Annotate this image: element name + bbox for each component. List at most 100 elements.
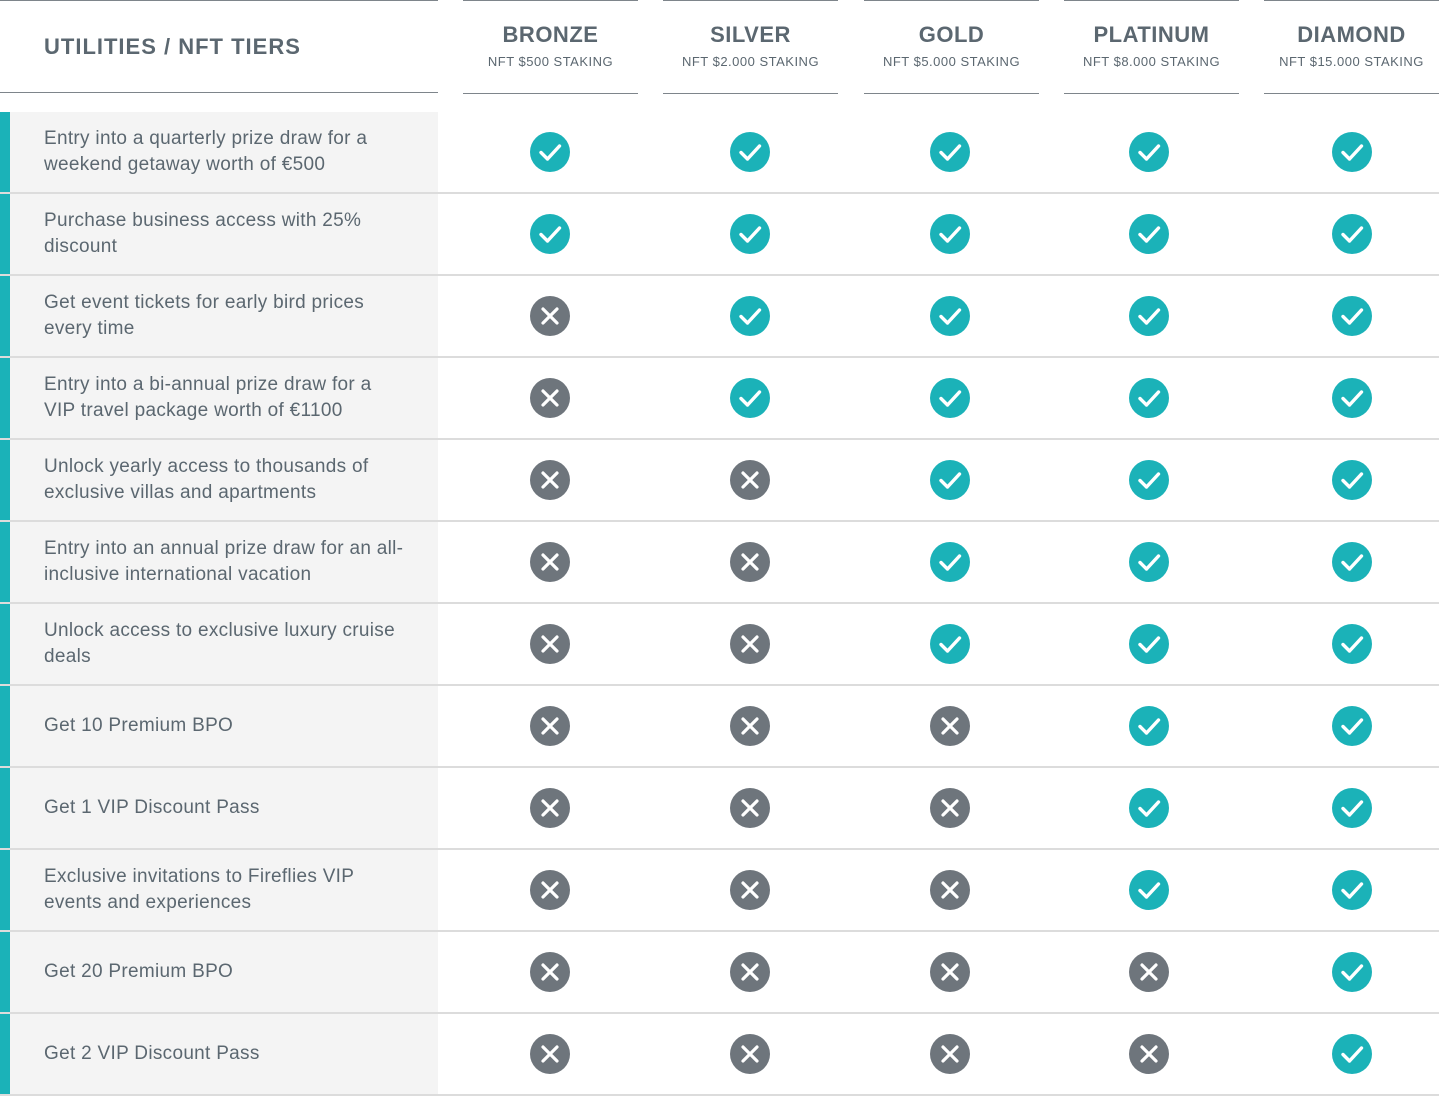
row-divider: [0, 520, 1439, 522]
tier-cell-diamond: [1265, 850, 1439, 930]
tier-name: PLATINUM: [1093, 22, 1210, 47]
utility-label-cell: Entry into a bi-annual prize draw for a …: [0, 358, 438, 438]
table-row: Entry into a bi-annual prize draw for a …: [0, 358, 1439, 440]
tier-cell-silver: [663, 194, 837, 274]
check-icon: [1129, 624, 1169, 664]
tier-cell-diamond: [1265, 1014, 1439, 1094]
tier-cell-gold: [863, 112, 1037, 192]
check-icon: [930, 624, 970, 664]
tier-cell-diamond: [1265, 358, 1439, 438]
utility-label-cell: Get 10 Premium BPO: [0, 686, 438, 766]
tier-cell-bronze: [463, 604, 637, 684]
table-row: Unlock yearly access to thousands of exc…: [0, 440, 1439, 522]
tier-header-silver: SILVER NFT $2.000 STAKING: [663, 0, 838, 94]
tier-cell-gold: [863, 850, 1037, 930]
cross-icon: [530, 952, 570, 992]
utility-label: Unlock access to exclusive luxury cruise…: [44, 620, 395, 667]
tier-cell-gold: [863, 194, 1037, 274]
cross-icon: [530, 296, 570, 336]
tier-cell-platinum: [1062, 686, 1236, 766]
utility-label: Get 2 VIP Discount Pass: [44, 1043, 260, 1064]
check-icon: [1332, 132, 1372, 172]
table-row: Entry into a quarterly prize draw for a …: [0, 112, 1439, 194]
tier-cell-diamond: [1265, 194, 1439, 274]
check-icon: [930, 378, 970, 418]
tier-cell-gold: [863, 932, 1037, 1012]
cross-icon: [730, 706, 770, 746]
tier-header-gold: GOLD NFT $5.000 STAKING: [864, 0, 1039, 94]
utility-label-cell: Unlock access to exclusive luxury cruise…: [0, 604, 438, 684]
table-row: Get 2 VIP Discount Pass: [0, 1014, 1439, 1096]
utility-label: Entry into an annual prize draw for an a…: [44, 538, 404, 585]
cross-icon: [730, 952, 770, 992]
tier-cell-bronze: [463, 276, 637, 356]
tier-cell-gold: [863, 604, 1037, 684]
tier-cell-bronze: [463, 358, 637, 438]
cross-icon: [530, 378, 570, 418]
utility-label: Purchase business access with 25% discou…: [44, 210, 362, 257]
utility-label: Get event tickets for early bird prices …: [44, 292, 365, 339]
tier-name: DIAMOND: [1297, 22, 1406, 47]
check-icon: [1129, 296, 1169, 336]
utility-label-cell: Entry into an annual prize draw for an a…: [0, 522, 438, 602]
check-icon: [1129, 788, 1169, 828]
table-row: Purchase business access with 25% discou…: [0, 194, 1439, 276]
utility-label: Unlock yearly access to thousands of exc…: [44, 456, 369, 503]
tier-cell-silver: [663, 276, 837, 356]
check-icon: [930, 132, 970, 172]
tier-staking: NFT $5.000 STAKING: [882, 54, 1021, 69]
row-divider: [0, 192, 1439, 194]
cross-icon: [730, 1034, 770, 1074]
row-divider: [0, 684, 1439, 686]
tier-cell-silver: [663, 932, 837, 1012]
tier-header-diamond: DIAMOND NFT $15.000 STAKING: [1264, 0, 1439, 94]
cross-icon: [1129, 1034, 1169, 1074]
tier-cell-bronze: [463, 440, 637, 520]
check-icon: [730, 378, 770, 418]
tier-cell-gold: [863, 686, 1037, 766]
row-divider: [0, 930, 1439, 932]
tier-cell-bronze: [463, 194, 637, 274]
utility-label-cell: Get event tickets for early bird prices …: [0, 276, 438, 356]
check-icon: [1332, 624, 1372, 664]
tier-header-bronze: BRONZE NFT $500 STAKING: [463, 0, 638, 94]
cross-icon: [730, 788, 770, 828]
utility-label-cell: Unlock yearly access to thousands of exc…: [0, 440, 438, 520]
check-icon: [530, 214, 570, 254]
utility-label: Entry into a quarterly prize draw for a …: [44, 128, 368, 175]
cross-icon: [730, 542, 770, 582]
table-body: Entry into a quarterly prize draw for a …: [0, 112, 1439, 1096]
tier-cell-silver: [663, 604, 837, 684]
tier-cell-silver: [663, 1014, 837, 1094]
tier-cell-platinum: [1062, 850, 1236, 930]
table-row: Get event tickets for early bird prices …: [0, 276, 1439, 358]
header-label-cell: UTILITIES / NFT TIERS: [0, 0, 438, 93]
cross-icon: [930, 870, 970, 910]
cross-icon: [930, 1034, 970, 1074]
check-icon: [1129, 542, 1169, 582]
check-icon: [1332, 378, 1372, 418]
tier-staking: NFT $2.000 STAKING: [681, 54, 820, 69]
tier-cell-diamond: [1265, 276, 1439, 356]
tier-name: BRONZE: [502, 22, 599, 47]
check-icon: [1129, 378, 1169, 418]
table-row: Unlock access to exclusive luxury cruise…: [0, 604, 1439, 686]
utility-label: Exclusive invitations to Fireflies VIP e…: [44, 866, 354, 913]
tier-cell-platinum: [1062, 358, 1236, 438]
tier-cell-gold: [863, 522, 1037, 602]
tier-cell-bronze: [463, 686, 637, 766]
table-row: Get 10 Premium BPO: [0, 686, 1439, 768]
tier-cell-silver: [663, 112, 837, 192]
utility-label: Get 20 Premium BPO: [44, 961, 234, 982]
tier-cell-platinum: [1062, 194, 1236, 274]
tier-cell-silver: [663, 440, 837, 520]
tier-cell-platinum: [1062, 1014, 1236, 1094]
row-divider: [0, 1012, 1439, 1014]
tier-cell-silver: [663, 686, 837, 766]
check-icon: [1332, 952, 1372, 992]
cross-icon: [1129, 952, 1169, 992]
utility-label-cell: Exclusive invitations to Fireflies VIP e…: [0, 850, 438, 930]
check-icon: [730, 296, 770, 336]
check-icon: [1332, 788, 1372, 828]
